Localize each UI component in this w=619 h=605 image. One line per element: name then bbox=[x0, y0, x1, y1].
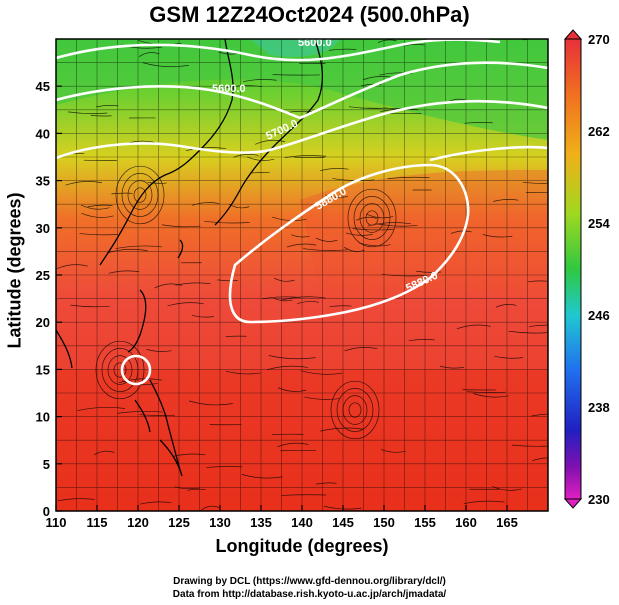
x-tick-label: 140 bbox=[291, 515, 313, 530]
colorbar-label: 262 bbox=[588, 124, 610, 139]
y-tick-label: 25 bbox=[36, 268, 50, 283]
colorbar-label: 254 bbox=[588, 216, 610, 231]
x-tick-label: 130 bbox=[209, 515, 231, 530]
map-title: GSM 12Z24Oct2024 (500.0hPa) bbox=[149, 2, 470, 27]
x-tick-label: 165 bbox=[496, 515, 518, 530]
y-tick-label: 15 bbox=[36, 362, 50, 377]
y-tick-label: 30 bbox=[36, 221, 50, 236]
x-tick-label: 110 bbox=[46, 515, 67, 530]
y-axis-label: Latitude (degrees) bbox=[4, 192, 25, 349]
y-tick-label: 10 bbox=[36, 410, 50, 425]
x-tick-label: 135 bbox=[250, 515, 272, 530]
colorbar-label: 230 bbox=[588, 492, 610, 507]
y-tick-label: 5 bbox=[43, 457, 50, 472]
credit-drawing: Drawing by DCL (https://www.gfd-dennou.o… bbox=[173, 576, 446, 587]
x-tick-label: 115 bbox=[87, 515, 108, 530]
y-tick-label: 45 bbox=[36, 79, 50, 94]
y-tick-label: 40 bbox=[36, 126, 50, 141]
x-tick-label: 155 bbox=[414, 515, 436, 530]
temperature-field: 5600.0 5600.0 5700.0 5880.0 5880.0 bbox=[56, 37, 548, 511]
y-tick-label: 35 bbox=[36, 174, 50, 189]
height-contours bbox=[56, 39, 548, 386]
x-tick-label: 145 bbox=[332, 515, 354, 530]
credit-data: Data from http://database.rish.kyoto-u.a… bbox=[172, 589, 447, 600]
contour-label: 5600.0 bbox=[298, 37, 332, 49]
colorbar bbox=[563, 29, 583, 509]
x-tick-label: 160 bbox=[455, 515, 477, 530]
contour-label: 5600.0 bbox=[212, 83, 246, 95]
colorbar-label: 238 bbox=[588, 400, 610, 415]
x-tick-label: 120 bbox=[127, 515, 149, 530]
colorbar-label: 270 bbox=[588, 32, 610, 47]
x-tick-label: 150 bbox=[373, 515, 395, 530]
y-tick-label: 0 bbox=[43, 504, 50, 519]
colorbar-label: 246 bbox=[588, 308, 610, 323]
x-axis-label: Longitude (degrees) bbox=[215, 536, 389, 556]
y-tick-label: 20 bbox=[36, 315, 50, 330]
x-tick-label: 125 bbox=[168, 515, 190, 530]
